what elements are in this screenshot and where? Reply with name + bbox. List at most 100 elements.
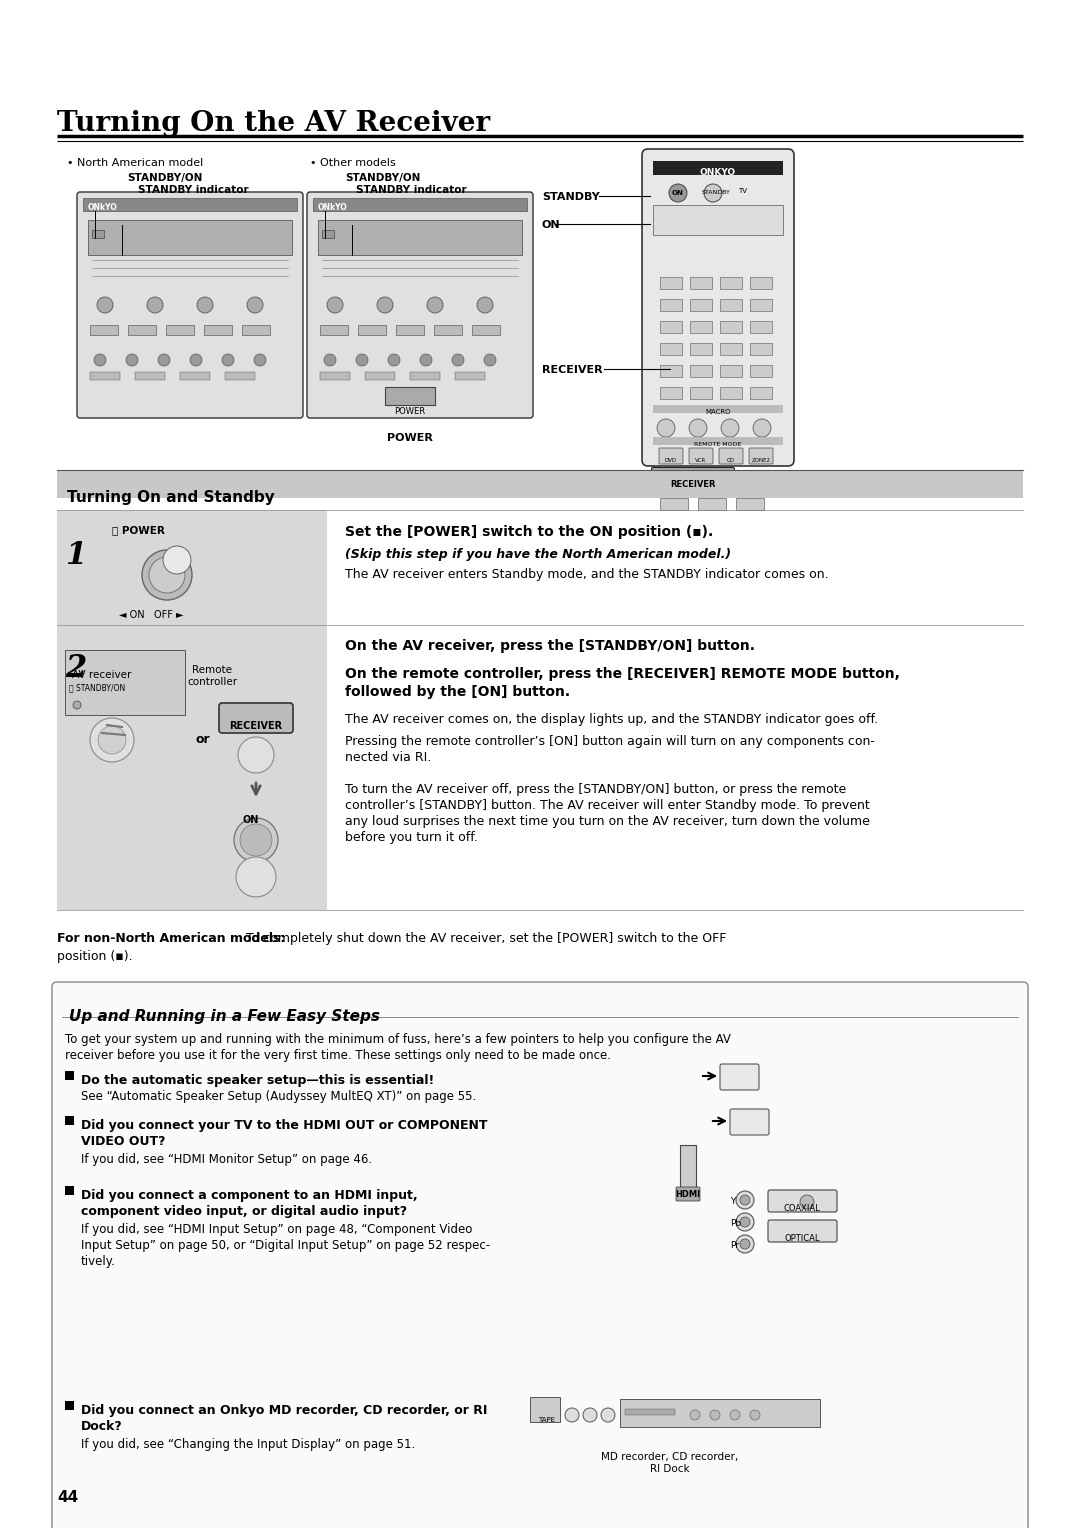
FancyBboxPatch shape [676,1187,700,1201]
Circle shape [484,354,496,367]
Circle shape [149,558,185,593]
FancyBboxPatch shape [750,448,773,465]
Text: Did you connect a component to an HDMI input,: Did you connect a component to an HDMI i… [81,1189,418,1203]
Circle shape [740,1216,750,1227]
FancyBboxPatch shape [52,983,1028,1528]
Text: CD: CD [727,458,735,463]
Bar [653,205,783,235]
Text: STANDBY: STANDBY [702,189,731,196]
Circle shape [222,354,234,367]
Bar [313,199,527,211]
Bar [750,342,772,354]
FancyBboxPatch shape [730,1109,769,1135]
Bar [653,405,783,413]
Text: Pressing the remote controller’s [ON] button again will turn on any components c: Pressing the remote controller’s [ON] bu… [345,735,875,749]
Circle shape [247,296,264,313]
Bar [690,277,712,289]
Text: If you did, see “Changing the Input Display” on page 51.: If you did, see “Changing the Input Disp… [81,1438,415,1452]
Text: HDMI: HDMI [675,1190,701,1199]
Circle shape [750,1410,760,1420]
Bar [690,342,712,354]
Bar [65,649,185,715]
Bar [57,471,1023,498]
Text: If you did, see “HDMI Input Setup” on page 48, “Component Video: If you did, see “HDMI Input Setup” on pa… [81,1222,472,1236]
Text: Ⓟ POWER: Ⓟ POWER [112,526,165,535]
Circle shape [377,296,393,313]
Bar [720,342,742,354]
Circle shape [327,296,343,313]
Circle shape [163,545,191,575]
Circle shape [254,354,266,367]
Bar [653,437,783,445]
Bar [320,371,350,380]
FancyBboxPatch shape [719,448,743,465]
Bar [384,387,435,405]
Circle shape [600,1407,615,1423]
Bar [720,299,742,312]
Text: The AV receiver comes on, the display lights up, and the STANDBY indicator goes : The AV receiver comes on, the display li… [345,714,878,726]
Circle shape [324,354,336,367]
Text: nected via RI.: nected via RI. [345,750,431,764]
Circle shape [237,857,276,897]
Circle shape [735,1235,754,1253]
Bar [65,1071,75,1080]
Text: receiver before you use it for the very first time. These settings only need to : receiver before you use it for the very … [65,1050,611,1062]
Text: Turning On and Standby: Turning On and Standby [67,490,274,504]
Bar [65,1115,75,1125]
Bar [180,371,210,380]
Text: STANDBY/ON: STANDBY/ON [127,173,202,183]
Text: STANDBY/ON: STANDBY/ON [345,173,420,183]
Text: RECEIVER: RECEIVER [542,365,603,374]
Bar [720,321,742,333]
Text: 1: 1 [65,539,86,571]
FancyBboxPatch shape [768,1190,837,1212]
Bar [698,498,726,510]
Text: POWER: POWER [394,406,426,416]
Text: On the remote controller, press the [RECEIVER] REMOTE MODE button,: On the remote controller, press the [REC… [345,668,900,681]
Text: Ⓢ STANDBY/ON: Ⓢ STANDBY/ON [69,683,125,692]
Text: STANDBY indicator: STANDBY indicator [356,185,467,196]
Text: ONkYO: ONkYO [318,203,348,212]
FancyBboxPatch shape [768,1219,837,1242]
Bar [720,365,742,377]
Circle shape [721,419,739,437]
Circle shape [735,1190,754,1209]
Circle shape [427,296,443,313]
Bar [357,325,386,335]
Bar [690,365,712,377]
Bar [720,387,742,399]
Circle shape [94,354,106,367]
Text: The AV receiver enters Standby mode, and the STANDBY indicator comes on.: The AV receiver enters Standby mode, and… [345,568,828,581]
Text: See “Automatic Speaker Setup (Audyssey MultEQ XT)” on page 55.: See “Automatic Speaker Setup (Audyssey M… [81,1089,476,1103]
Circle shape [234,817,278,862]
Bar [660,342,681,354]
Text: Y: Y [730,1196,735,1206]
Bar [653,160,783,176]
Circle shape [735,1213,754,1232]
Bar [135,371,165,380]
Circle shape [704,183,723,202]
Text: Set the [POWER] switch to the ON position (▪).: Set the [POWER] switch to the ON positio… [345,526,713,539]
Text: Pb: Pb [730,1219,741,1229]
Bar [660,387,681,399]
Bar [57,510,327,625]
Text: Did you connect your TV to the HDMI OUT or COMPONENT: Did you connect your TV to the HDMI OUT … [81,1118,487,1132]
Circle shape [657,419,675,437]
Circle shape [147,296,163,313]
Text: TAPE: TAPE [538,1416,555,1423]
Text: For non-North American models:: For non-North American models: [57,932,285,944]
Bar [660,365,681,377]
Circle shape [669,183,687,202]
Bar [720,277,742,289]
Bar [690,299,712,312]
Text: Did you connect an Onkyo MD recorder, CD recorder, or RI: Did you connect an Onkyo MD recorder, CD… [81,1404,487,1416]
Circle shape [420,354,432,367]
Text: ON: ON [542,220,561,231]
Text: position (▪).: position (▪). [57,950,133,963]
Text: OPTICAL: OPTICAL [784,1235,820,1242]
Circle shape [240,824,272,856]
FancyBboxPatch shape [689,448,713,465]
Text: To completely shut down the AV receiver, set the [POWER] switch to the OFF: To completely shut down the AV receiver,… [242,932,727,944]
Circle shape [356,354,368,367]
Bar [318,220,522,255]
